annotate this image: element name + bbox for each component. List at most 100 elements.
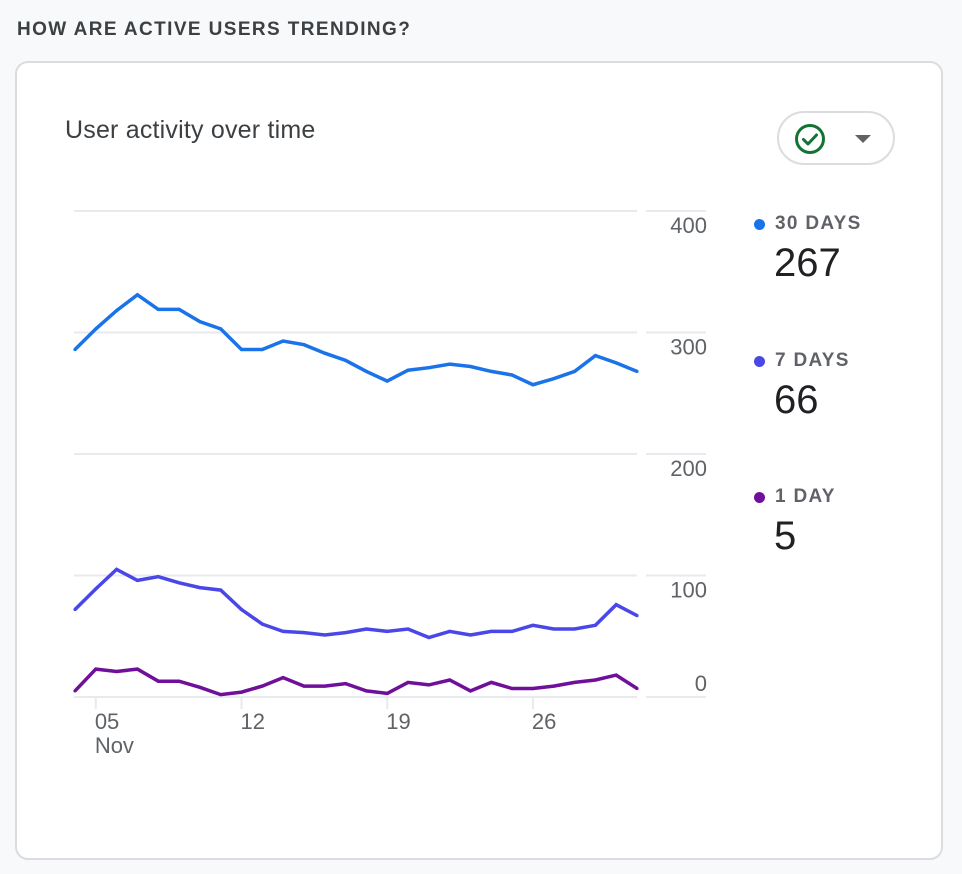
- data-point: [572, 680, 577, 685]
- data-point: [427, 366, 431, 370]
- data-point: [343, 631, 348, 635]
- data-point: [427, 683, 431, 687]
- data-point: [364, 627, 369, 631]
- data-point: [489, 680, 493, 685]
- y-tick-label: 0: [695, 671, 707, 696]
- x-tick-sublabel: Nov: [95, 733, 134, 758]
- data-point: [302, 631, 306, 635]
- data-point: [323, 684, 327, 688]
- data-point: [593, 678, 597, 682]
- data-point: [135, 293, 140, 297]
- data-point: [177, 307, 181, 312]
- data-point: [260, 347, 264, 352]
- user-activity-card: User activity over time 0 100 200 300 400 05…: [15, 61, 943, 860]
- data-point: [468, 633, 473, 637]
- legend-dot-1-day: [754, 491, 765, 503]
- legend-value: 5: [774, 514, 797, 558]
- legend-label: 1 DAY: [775, 486, 836, 507]
- data-point: [219, 588, 223, 592]
- data-point: [73, 347, 77, 352]
- x-tick-label: 12: [241, 709, 265, 734]
- data-point: [572, 369, 577, 373]
- data-point: [198, 319, 202, 324]
- data-point: [489, 369, 493, 373]
- data-point: [323, 351, 327, 355]
- caret-down-icon: [855, 135, 871, 143]
- series-lines: [73, 292, 639, 697]
- data-point: [239, 690, 244, 694]
- data-point: [635, 369, 639, 373]
- data-point: [115, 567, 119, 572]
- data-point: [115, 309, 119, 313]
- data-point: [156, 575, 160, 579]
- data-point: [448, 629, 452, 633]
- legend-label: 30 DAYS: [775, 213, 862, 234]
- data-point: [219, 692, 223, 697]
- legend-value: 66: [774, 378, 819, 422]
- data-point: [468, 364, 473, 369]
- data-point: [73, 689, 77, 693]
- legend-dot-7-days: [754, 355, 765, 367]
- x-tick-label: 05: [95, 709, 119, 734]
- data-point: [260, 684, 264, 688]
- data-point: [343, 358, 348, 363]
- series-line-30-days: [73, 292, 638, 387]
- card-title: User activity over time: [65, 116, 316, 144]
- data-point: [614, 361, 618, 365]
- data-point: [281, 629, 285, 633]
- data-point: [614, 673, 618, 677]
- data-point: [510, 629, 514, 633]
- data-point: [552, 377, 556, 381]
- y-tick-label: 300: [670, 335, 707, 360]
- legend-item-7-days: 7 DAYS 66: [752, 350, 850, 423]
- data-point: [614, 603, 618, 607]
- data-point: [364, 689, 369, 693]
- gridlines: [74, 210, 706, 698]
- data-point: [198, 685, 202, 689]
- data-point: [406, 680, 410, 685]
- data-point: [323, 633, 327, 637]
- data-point: [260, 622, 264, 626]
- data-point: [489, 629, 493, 633]
- data-point: [156, 307, 160, 312]
- section-title: HOW ARE ACTIVE USERS TRENDING?: [17, 19, 412, 40]
- series-line-7-days: [73, 567, 638, 640]
- data-point: [73, 607, 77, 612]
- data-point: [385, 629, 389, 633]
- data-point: [115, 669, 119, 674]
- legend-dot-30-days: [754, 218, 765, 230]
- data-point: [302, 343, 306, 347]
- filter-dropdown-button[interactable]: [777, 111, 895, 165]
- y-tick-label: 400: [670, 213, 707, 238]
- data-point: [531, 623, 535, 627]
- data-point: [468, 689, 473, 693]
- data-point: [364, 369, 369, 373]
- data-point: [219, 327, 223, 331]
- data-point: [510, 686, 514, 691]
- data-point: [156, 679, 160, 683]
- data-point: [177, 581, 181, 585]
- data-point: [572, 627, 577, 631]
- data-point: [448, 678, 452, 682]
- legend-value: 267: [774, 241, 841, 285]
- data-point: [635, 613, 639, 618]
- data-point: [281, 339, 285, 343]
- data-point: [302, 684, 306, 688]
- data-point: [135, 578, 140, 582]
- data-point: [343, 682, 348, 686]
- data-point: [635, 686, 639, 691]
- y-axis-ticks: 0 100 200 300 400: [670, 213, 707, 696]
- data-point: [135, 667, 140, 671]
- data-point: [198, 586, 202, 590]
- data-point: [94, 327, 98, 331]
- data-point: [94, 667, 98, 671]
- data-point: [406, 368, 410, 372]
- data-point: [593, 623, 597, 627]
- data-point: [94, 587, 98, 591]
- legend-label: 7 DAYS: [775, 350, 850, 371]
- legend-item-1-day: 1 DAY 5: [752, 486, 836, 559]
- check-circle-icon: [794, 123, 826, 160]
- data-point: [281, 675, 285, 680]
